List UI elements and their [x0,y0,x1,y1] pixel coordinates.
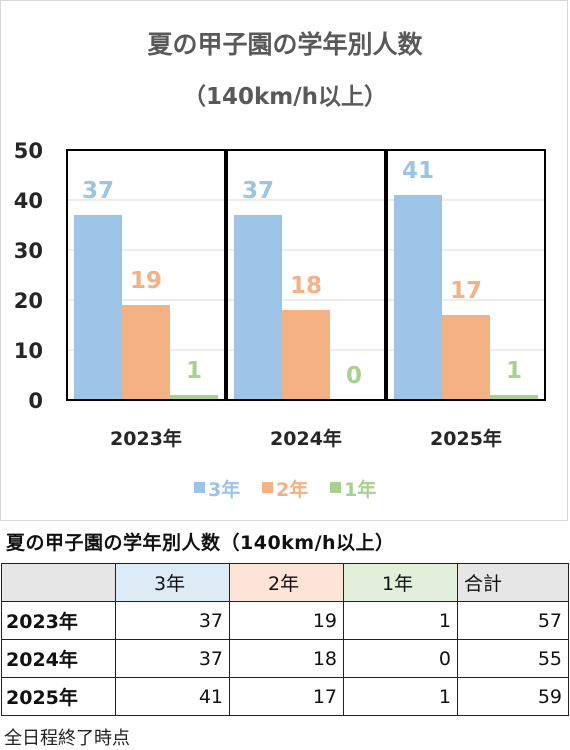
data-label: 41 [402,158,434,184]
bar-1年 [490,395,538,400]
chart-container: 夏の甲子園の学年別人数 （140km/h以上） 0 10 20 30 40 50 37 19 1 20… [0,0,568,521]
table-row-label: 2023年 [1,601,116,640]
table-cell: 1 [343,677,458,716]
legend-swatch [330,482,341,493]
table-header-row: 3年 2年 1年 合計 [1,563,569,602]
data-table: 3年 2年 1年 合計 2023年 37 19 1 57 2024年 37 18 0 55 2025年 41 1… [1,563,569,716]
table-header-cell: 3年 [115,563,230,602]
data-label: 1 [186,358,202,384]
x-tick-label: 2023年 [110,427,182,450]
bar-2年 [442,315,490,400]
bar-3年 [394,195,442,400]
table-cell: 59 [457,677,569,716]
table-title: 夏の甲子園の学年別人数（140km/h以上） [6,532,395,554]
table-cell: 1 [343,601,458,640]
table-row: 2023年 37 19 1 57 [1,601,569,640]
y-tick-label: 10 [14,339,43,363]
table-cell: 19 [229,601,344,640]
table-header-cell: 1年 [343,563,458,602]
x-tick-label: 2024年 [270,427,342,450]
table-header-cell: 2年 [229,563,344,602]
y-tick-label: 40 [14,189,43,213]
bar-2年 [282,310,330,400]
data-label: 17 [450,278,482,304]
x-tick-label: 2025年 [430,427,502,450]
table-cell: 0 [343,639,458,678]
bar-3年 [234,215,282,400]
table-cell: 41 [115,677,230,716]
legend-swatch [194,482,205,493]
data-label: 19 [130,268,162,294]
y-tick-label: 20 [14,289,43,313]
table-row-label: 2025年 [1,677,116,716]
table-cell: 57 [457,601,569,640]
bar-1年 [170,395,218,400]
legend-label: 3年 [208,478,240,501]
table-cell: 37 [115,639,230,678]
chart-title: 夏の甲子園の学年別人数 [147,30,423,59]
table-cell: 55 [457,639,569,678]
table-row: 2025年 41 17 1 59 [1,677,569,716]
bar-3年 [74,215,122,400]
table-cell: 37 [115,601,230,640]
data-label: 37 [82,178,114,204]
data-label: 37 [242,178,274,204]
legend-label: 2年 [276,478,308,501]
bar-chart: 夏の甲子園の学年別人数（140km/h以上）010203040503719120… [14,30,546,501]
table-header-cell: 合計 [457,563,569,602]
y-tick-label: 0 [28,389,43,413]
table-row: 2024年 37 18 0 55 [1,639,569,678]
table-header-cell [1,563,116,602]
legend-swatch [262,482,273,493]
data-label: 18 [290,273,322,299]
footnote: 全日程終了時点 [4,728,130,749]
data-label: 1 [506,358,522,384]
legend-label: 1年 [344,478,376,501]
table-cell: 18 [229,639,344,678]
y-tick-label: 30 [14,239,43,263]
chart-subtitle: （140km/h以上） [183,83,387,110]
data-label: 0 [346,363,362,389]
y-tick-label: 50 [14,139,43,163]
bar-2年 [122,305,170,400]
table-cell: 17 [229,677,344,716]
table-row-label: 2024年 [1,639,116,678]
